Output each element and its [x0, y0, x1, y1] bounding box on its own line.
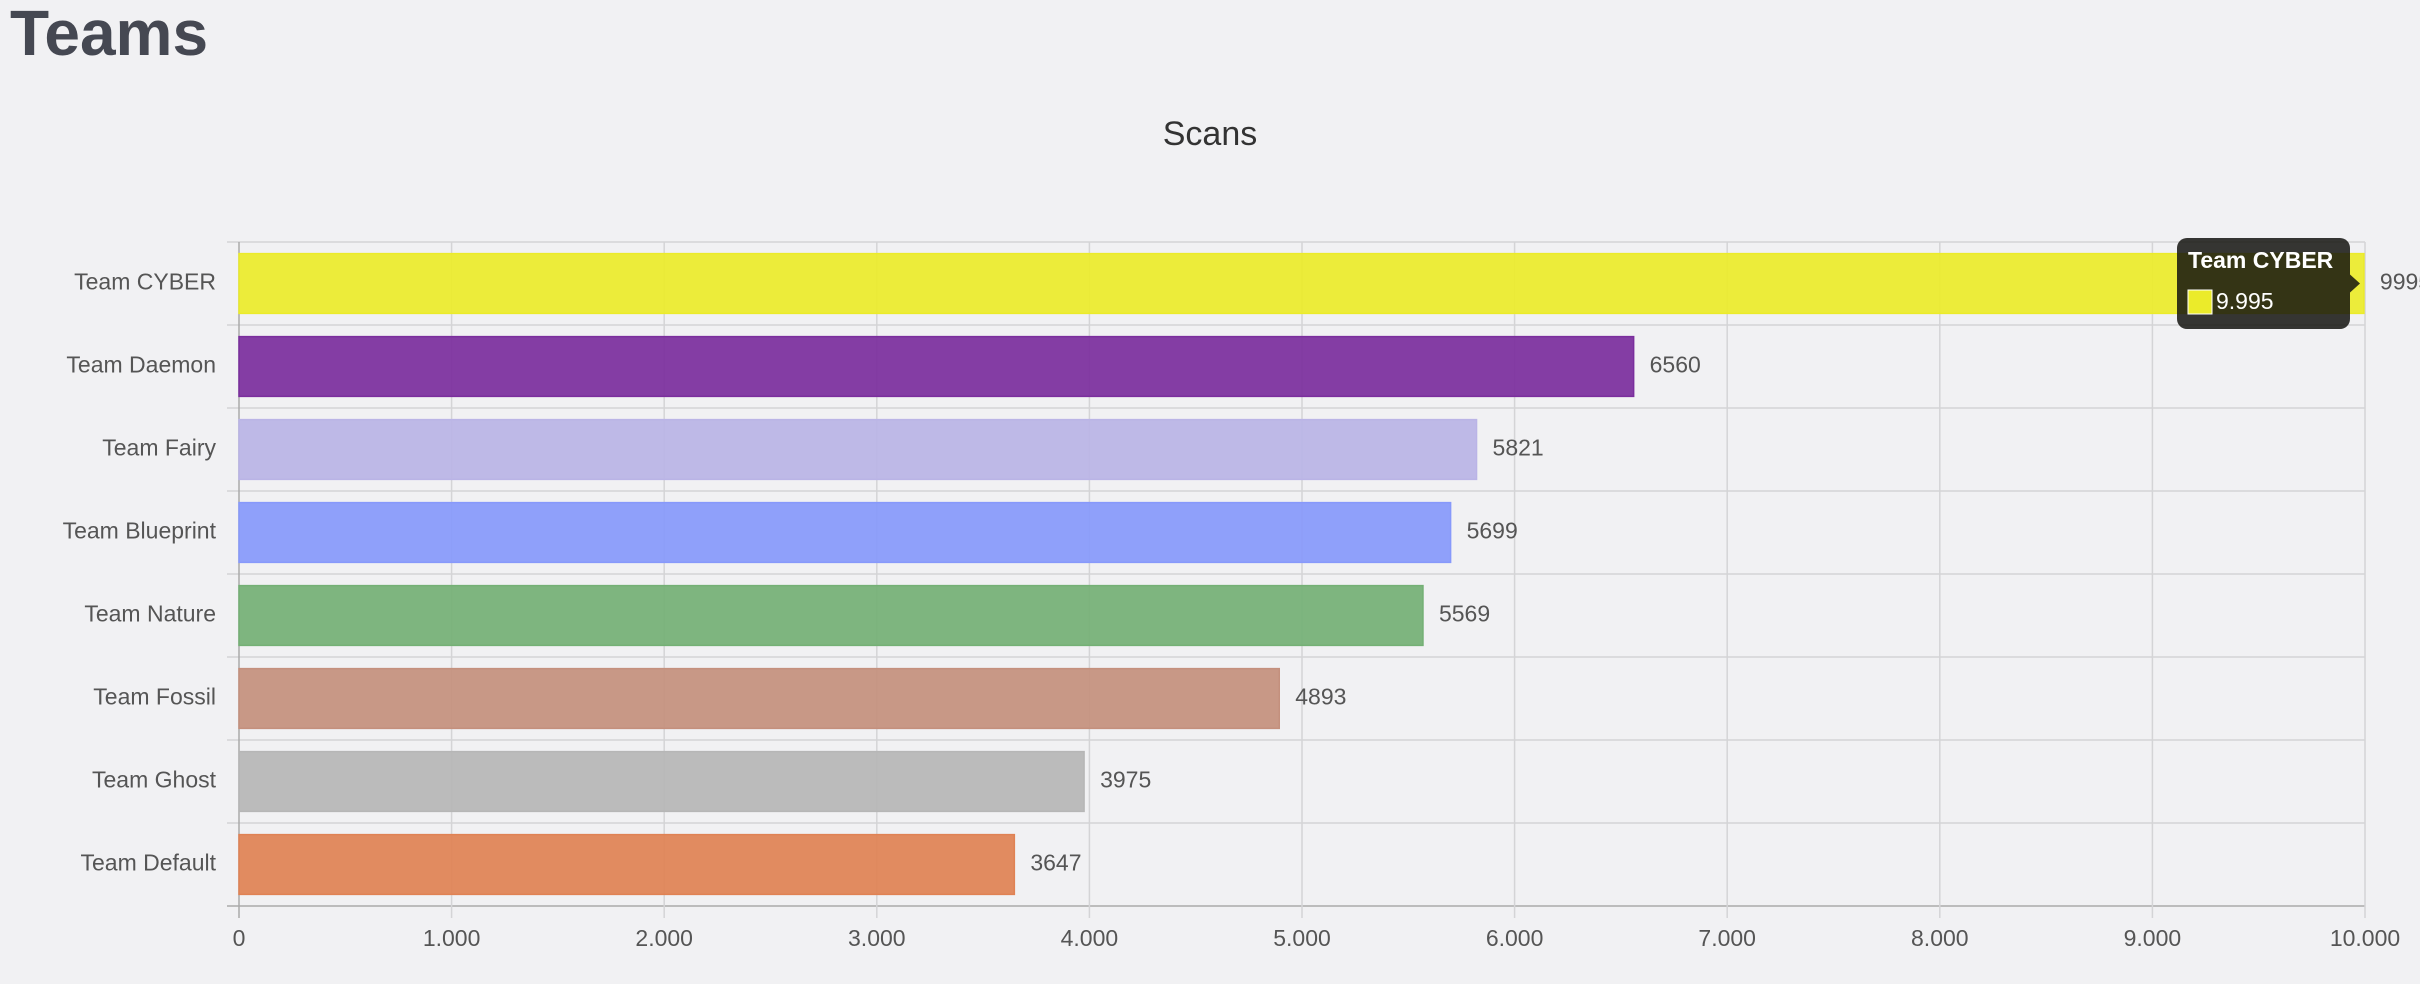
y-tick-label: Team Default [80, 850, 216, 876]
y-tick-label: Team Fossil [93, 684, 216, 710]
bar [238, 750, 1085, 813]
tooltip-value: 9.995 [2216, 288, 2274, 314]
x-tick-label: 6.000 [1486, 925, 1544, 951]
bar [238, 335, 1635, 398]
y-tick-label: Team Nature [84, 601, 216, 627]
tooltip-swatch [2187, 289, 2213, 315]
bar [238, 418, 1478, 481]
y-tick-label: Team Ghost [92, 767, 217, 793]
tooltip-arrow [2350, 274, 2360, 293]
tooltip-box [2177, 238, 2350, 329]
value-label: 9995 [2380, 269, 2420, 295]
bar [238, 667, 1281, 730]
x-tick-label: 1.000 [423, 925, 481, 951]
value-label: 4893 [1295, 684, 1346, 710]
x-tick-label: 5.000 [1273, 925, 1331, 951]
bar [238, 252, 2365, 315]
value-label: 5569 [1439, 601, 1490, 627]
chart-title: Scans [1163, 115, 1258, 153]
page-heading: Teams [10, 0, 208, 69]
value-label: 3647 [1030, 850, 1081, 876]
y-tick-label: Team Daemon [66, 352, 216, 378]
y-tick-label: Team Fairy [102, 435, 216, 461]
x-tick-label: 10.000 [2330, 925, 2400, 951]
bar [238, 833, 1016, 896]
bar [238, 501, 1452, 564]
value-label: 5821 [1493, 435, 1544, 461]
bar [238, 584, 1424, 647]
value-label: 5699 [1467, 518, 1518, 544]
value-label: 6560 [1650, 352, 1701, 378]
x-tick-label: 8.000 [1911, 925, 1969, 951]
x-tick-label: 9.000 [2124, 925, 2182, 951]
y-tick-label: Team CYBER [74, 269, 216, 295]
tooltip-title: Team CYBER [2188, 247, 2334, 273]
x-tick-label: 2.000 [635, 925, 693, 951]
x-tick-label: 7.000 [1698, 925, 1756, 951]
x-tick-label: 4.000 [1061, 925, 1119, 951]
x-tick-label: 3.000 [848, 925, 906, 951]
y-tick-label: Team Blueprint [63, 518, 217, 544]
value-label: 3975 [1100, 767, 1151, 793]
x-tick-label: 0 [233, 925, 246, 951]
